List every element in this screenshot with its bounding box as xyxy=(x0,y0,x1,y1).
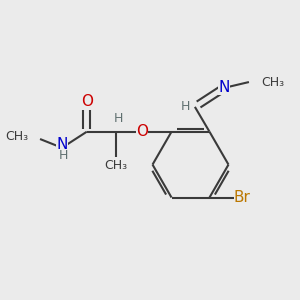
Text: Br: Br xyxy=(234,190,251,205)
Text: H: H xyxy=(59,148,68,162)
Text: N: N xyxy=(56,137,68,152)
Text: CH₃: CH₃ xyxy=(5,130,28,142)
Text: N: N xyxy=(218,80,230,95)
Text: O: O xyxy=(136,124,148,139)
Text: H: H xyxy=(181,100,190,113)
Text: CH₃: CH₃ xyxy=(104,159,128,172)
Text: CH₃: CH₃ xyxy=(261,76,284,88)
Text: H: H xyxy=(114,112,124,125)
Text: O: O xyxy=(81,94,93,109)
